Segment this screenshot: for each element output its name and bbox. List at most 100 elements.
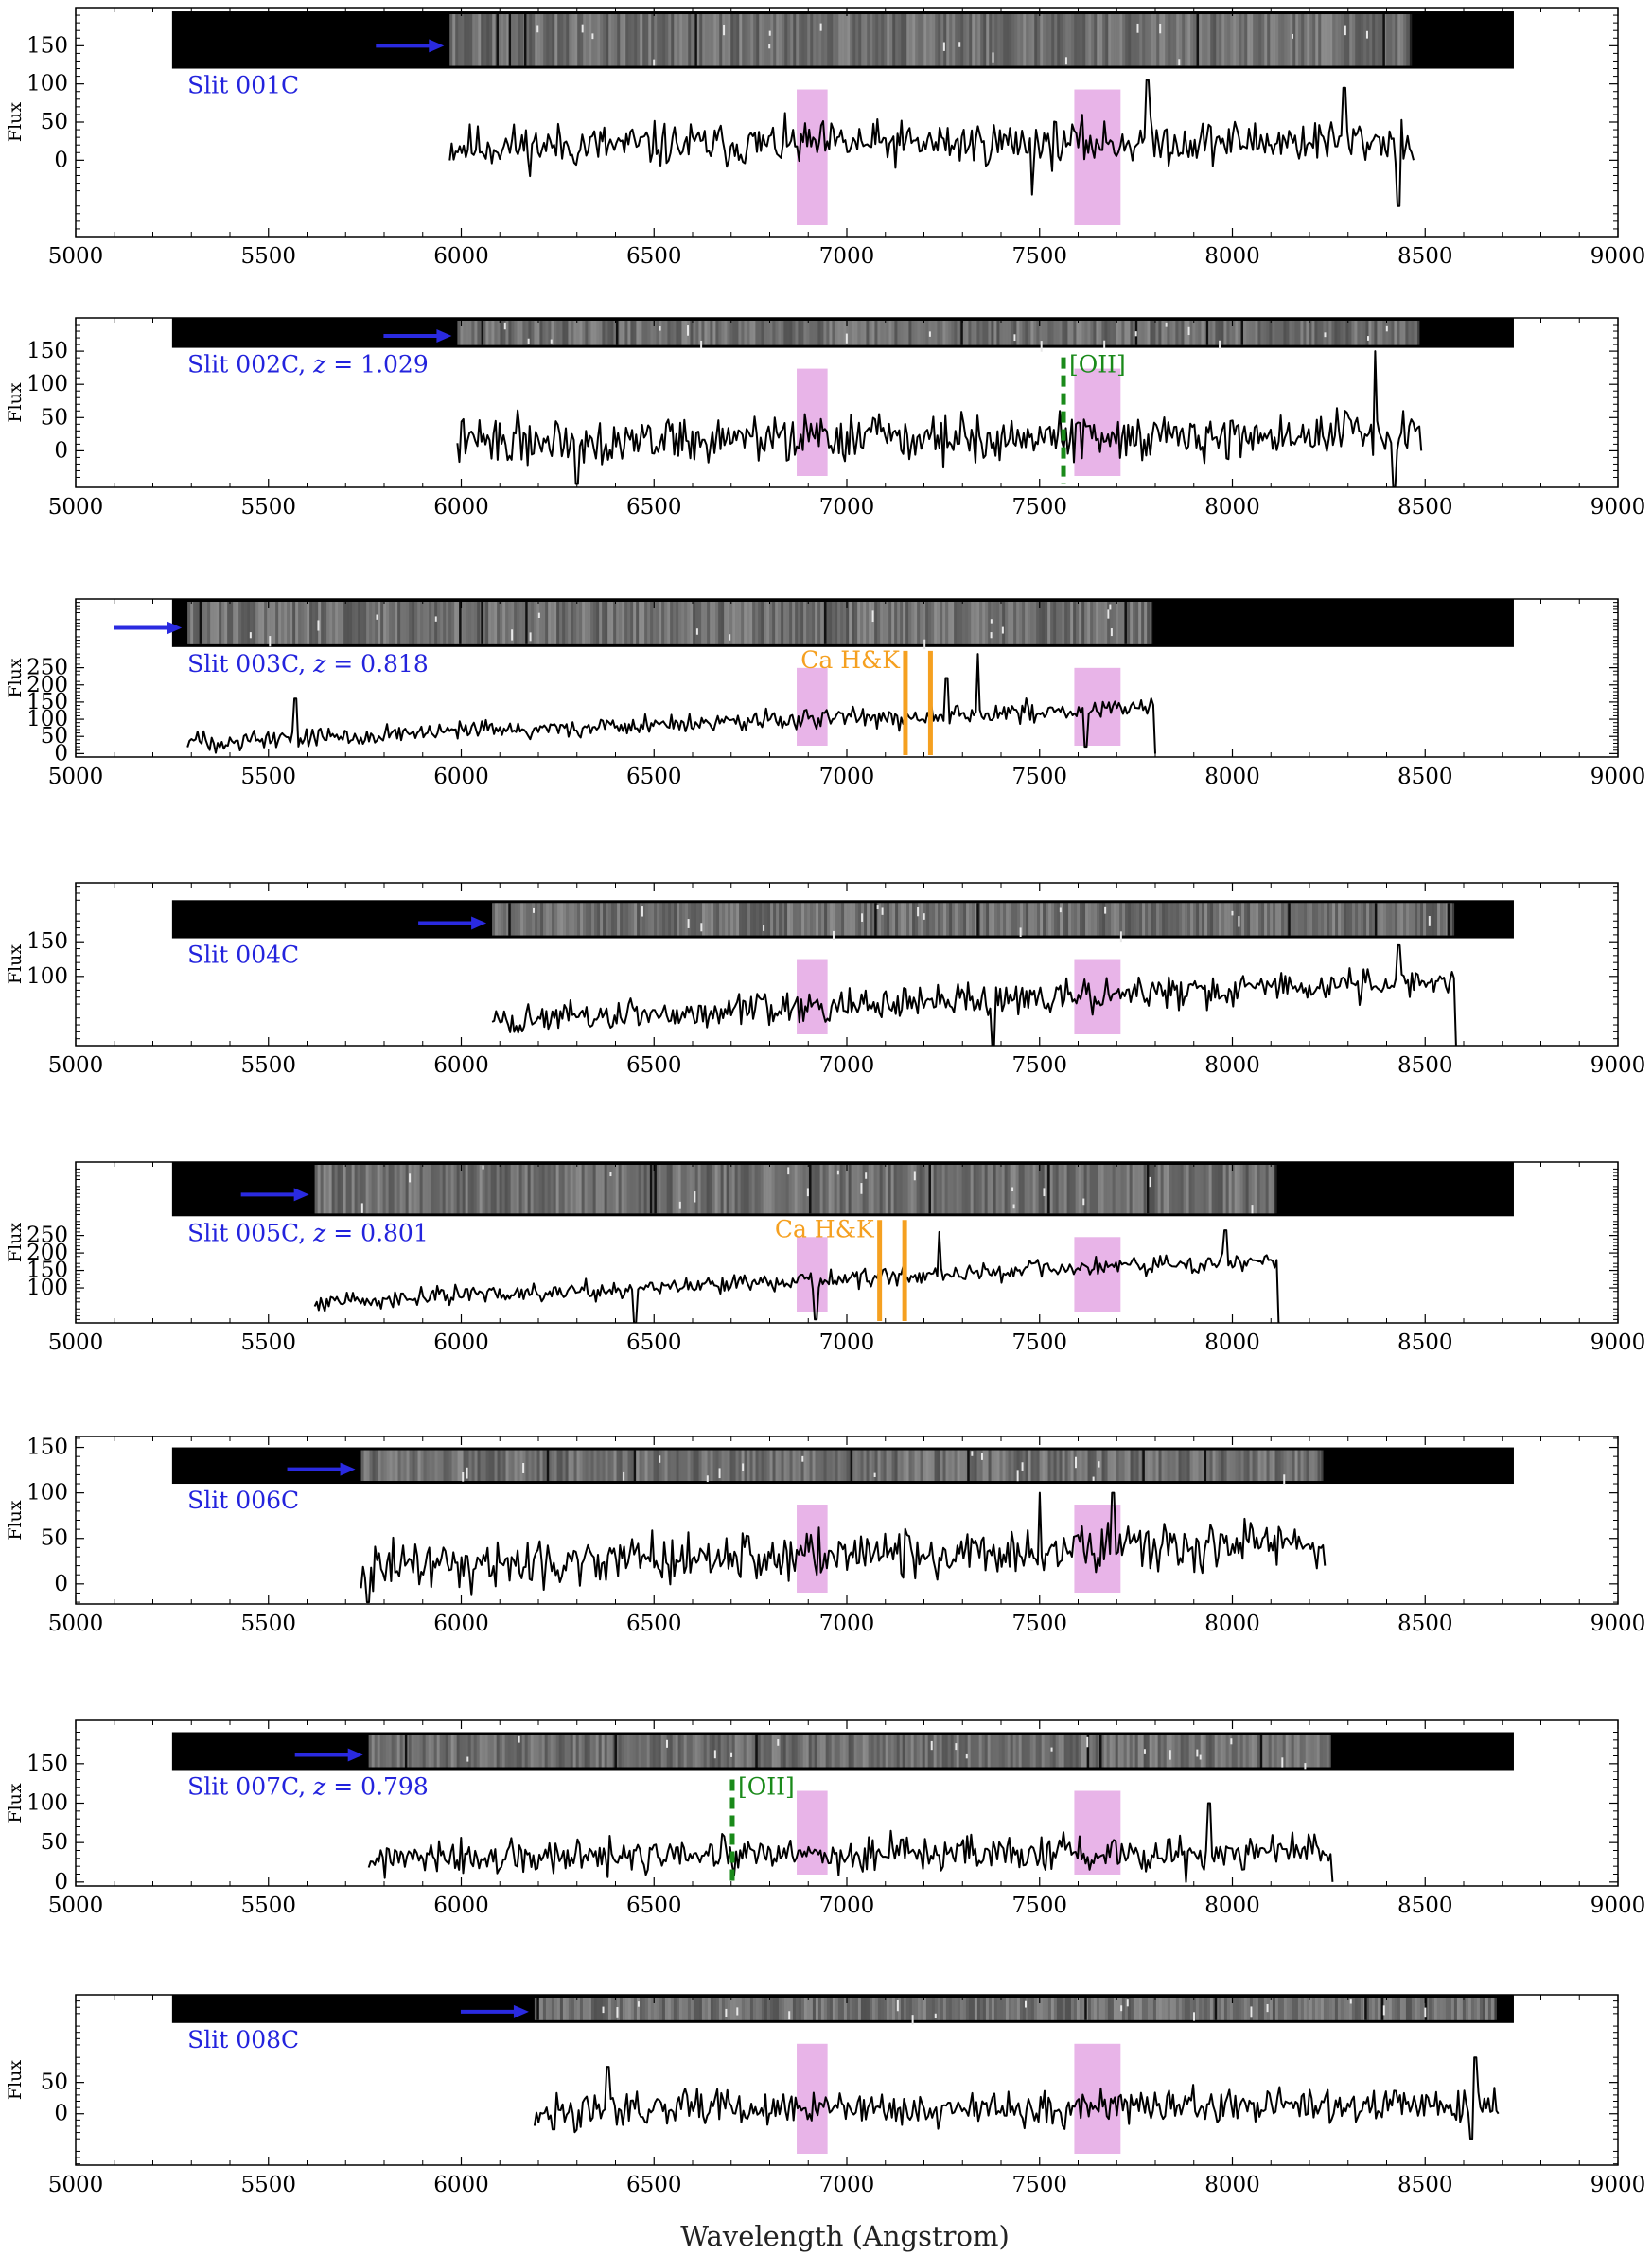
spectrum-panel: [OII] Slit 002C, z = 1.029 5000 5500 6000 650… (5, 317, 1645, 520)
y-tick-label: 100 (26, 964, 68, 989)
arrow-icon (347, 1748, 363, 1762)
x-tick-label: 8500 (1397, 765, 1453, 789)
ca-hk-label: Ca H&K (775, 1215, 875, 1242)
y-tick-label: 200 (26, 1241, 68, 1265)
image-noise (534, 1998, 1497, 2025)
redshift-symbol: z (312, 351, 326, 379)
x-tick-label: 6500 (626, 1053, 682, 1078)
x-tick-label: 8500 (1397, 1612, 1453, 1636)
x-tick-label: 8000 (1204, 1330, 1260, 1355)
redshift-prefix: , (298, 1219, 313, 1246)
spectrum-panel: Slit 001C 5000 5500 6000 6500 7000 7500 8000 850… (5, 7, 1645, 269)
y-tick-label: 0 (54, 741, 68, 766)
y-tick-label: 0 (54, 148, 68, 172)
x-tick-label: 7500 (1011, 244, 1067, 269)
y-tick-label: 0 (54, 1870, 68, 1894)
x-tick-label: 5500 (240, 495, 296, 520)
x-tick-label: 7500 (1011, 1612, 1067, 1636)
x-tick-label: 8000 (1204, 1894, 1260, 1918)
arrow-icon (513, 2004, 529, 2018)
slit-label: Slit 001C (187, 72, 299, 99)
x-tick-label: 6000 (433, 765, 489, 789)
spectrum-panel: [OII] Slit 007C, z = 0.798 5000 5500 6000 650… (5, 1719, 1646, 1918)
x-tick-label: 6500 (626, 765, 682, 789)
redshift-equals: = (325, 650, 360, 678)
y-tick-label: 50 (41, 1830, 68, 1855)
y-tick-label: 100 (26, 1791, 68, 1816)
slit-label: Slit 008C (187, 2026, 299, 2053)
x-tick-label: 5500 (240, 1894, 296, 1918)
redshift-equals: = (325, 1219, 360, 1246)
telluric-band (1074, 959, 1121, 1034)
x-tick-label: 6500 (626, 2173, 682, 2197)
x-tick-label: 7000 (819, 1053, 875, 1078)
x-tick-label: 7500 (1011, 1330, 1067, 1355)
y-axis-title: Flux (5, 1500, 26, 1540)
slit-name: Slit 005C (187, 1219, 298, 1246)
y-tick-label: 200 (26, 673, 68, 697)
y-tick-label: 150 (26, 1436, 68, 1460)
slit-label: Slit 007C, z = 0.798 (187, 1773, 429, 1801)
redshift-equals: = (325, 1773, 360, 1801)
x-tick-label: 5500 (240, 244, 296, 269)
x-tick-label: 5000 (48, 765, 104, 789)
x-tick-label: 8500 (1397, 1330, 1453, 1355)
x-tick-label: 7000 (819, 2173, 875, 2197)
x-tick-label: 7000 (819, 765, 875, 789)
x-tick-label: 5000 (48, 495, 104, 520)
slit-name: Slit 004C (187, 942, 299, 969)
x-tick-label: 9000 (1590, 1894, 1646, 1918)
oii-label: [OII] (738, 1773, 795, 1801)
telluric-band (1074, 368, 1121, 476)
y-tick-label: 250 (26, 1224, 68, 1248)
y-axis-title: Flux (5, 658, 26, 697)
x-tick-label: 7500 (1011, 1053, 1067, 1078)
slit-name: Slit 007C (187, 1773, 298, 1801)
x-tick-label: 6000 (433, 2173, 489, 2197)
x-tick-label: 8000 (1204, 244, 1260, 269)
x-tick-label: 7500 (1011, 1894, 1067, 1918)
y-tick-label: 150 (26, 1752, 68, 1776)
slit-name: Slit 006C (187, 1487, 299, 1514)
image-noise (449, 14, 1413, 66)
slit-name: Slit 001C (187, 72, 299, 99)
x-tick-label: 5000 (48, 244, 104, 269)
redshift-symbol: z (312, 1219, 326, 1246)
x-tick-label: 8500 (1397, 244, 1453, 269)
x-tick-label: 8000 (1204, 495, 1260, 520)
x-tick-label: 7000 (819, 1330, 875, 1355)
image-noise (457, 321, 1420, 352)
spectrum-line (360, 1491, 1327, 1604)
x-tick-label: 9000 (1590, 2173, 1646, 2197)
redshift-symbol: z (312, 650, 326, 678)
spectrum-panel: Ca H&K Slit 003C, z = 0.818 5000 5500 6000 65… (5, 598, 1645, 789)
x-tick-label: 5500 (240, 1053, 296, 1078)
x-tick-label: 5500 (240, 765, 296, 789)
arrow-icon (167, 621, 183, 635)
redshift-prefix: , (298, 650, 313, 678)
redshift-prefix: , (298, 1773, 313, 1801)
plot-area: Ca H&K (114, 599, 1514, 755)
x-tick-label: 9000 (1590, 1612, 1646, 1636)
telluric-band (797, 2043, 828, 2154)
x-tick-label: 8500 (1397, 2173, 1453, 2197)
y-axis-title: Flux (5, 2060, 26, 2100)
redshift-value: 0.801 (360, 1219, 429, 1246)
y-tick-label: 50 (41, 405, 68, 430)
telluric-band (1074, 1505, 1121, 1593)
redshift-prefix: , (298, 351, 313, 379)
x-tick-label: 8500 (1397, 1053, 1453, 1078)
spectrum-panel: Slit 004C 5000 5500 6000 6500 7000 7500 8000 850… (5, 882, 1645, 1078)
arrow-icon (436, 328, 452, 343)
x-tick-label: 6000 (433, 244, 489, 269)
spectrum-panel: Slit 006C 5000 5500 6000 6500 7000 7500 8000 850… (5, 1436, 1645, 1636)
image-noise (314, 1165, 1277, 1214)
telluric-band (797, 368, 828, 476)
arrow-icon (429, 39, 445, 53)
x-tick-label: 5500 (240, 1330, 296, 1355)
slit-label: Slit 005C, z = 0.801 (187, 1219, 429, 1246)
slit-label: Slit 003C, z = 0.818 (187, 650, 429, 678)
spectrum-panel: Ca H&K Slit 005C, z = 0.801 5000 5500 6000 65… (5, 1161, 1645, 1355)
x-tick-label: 7500 (1011, 2173, 1067, 2197)
y-tick-label: 50 (41, 110, 68, 134)
